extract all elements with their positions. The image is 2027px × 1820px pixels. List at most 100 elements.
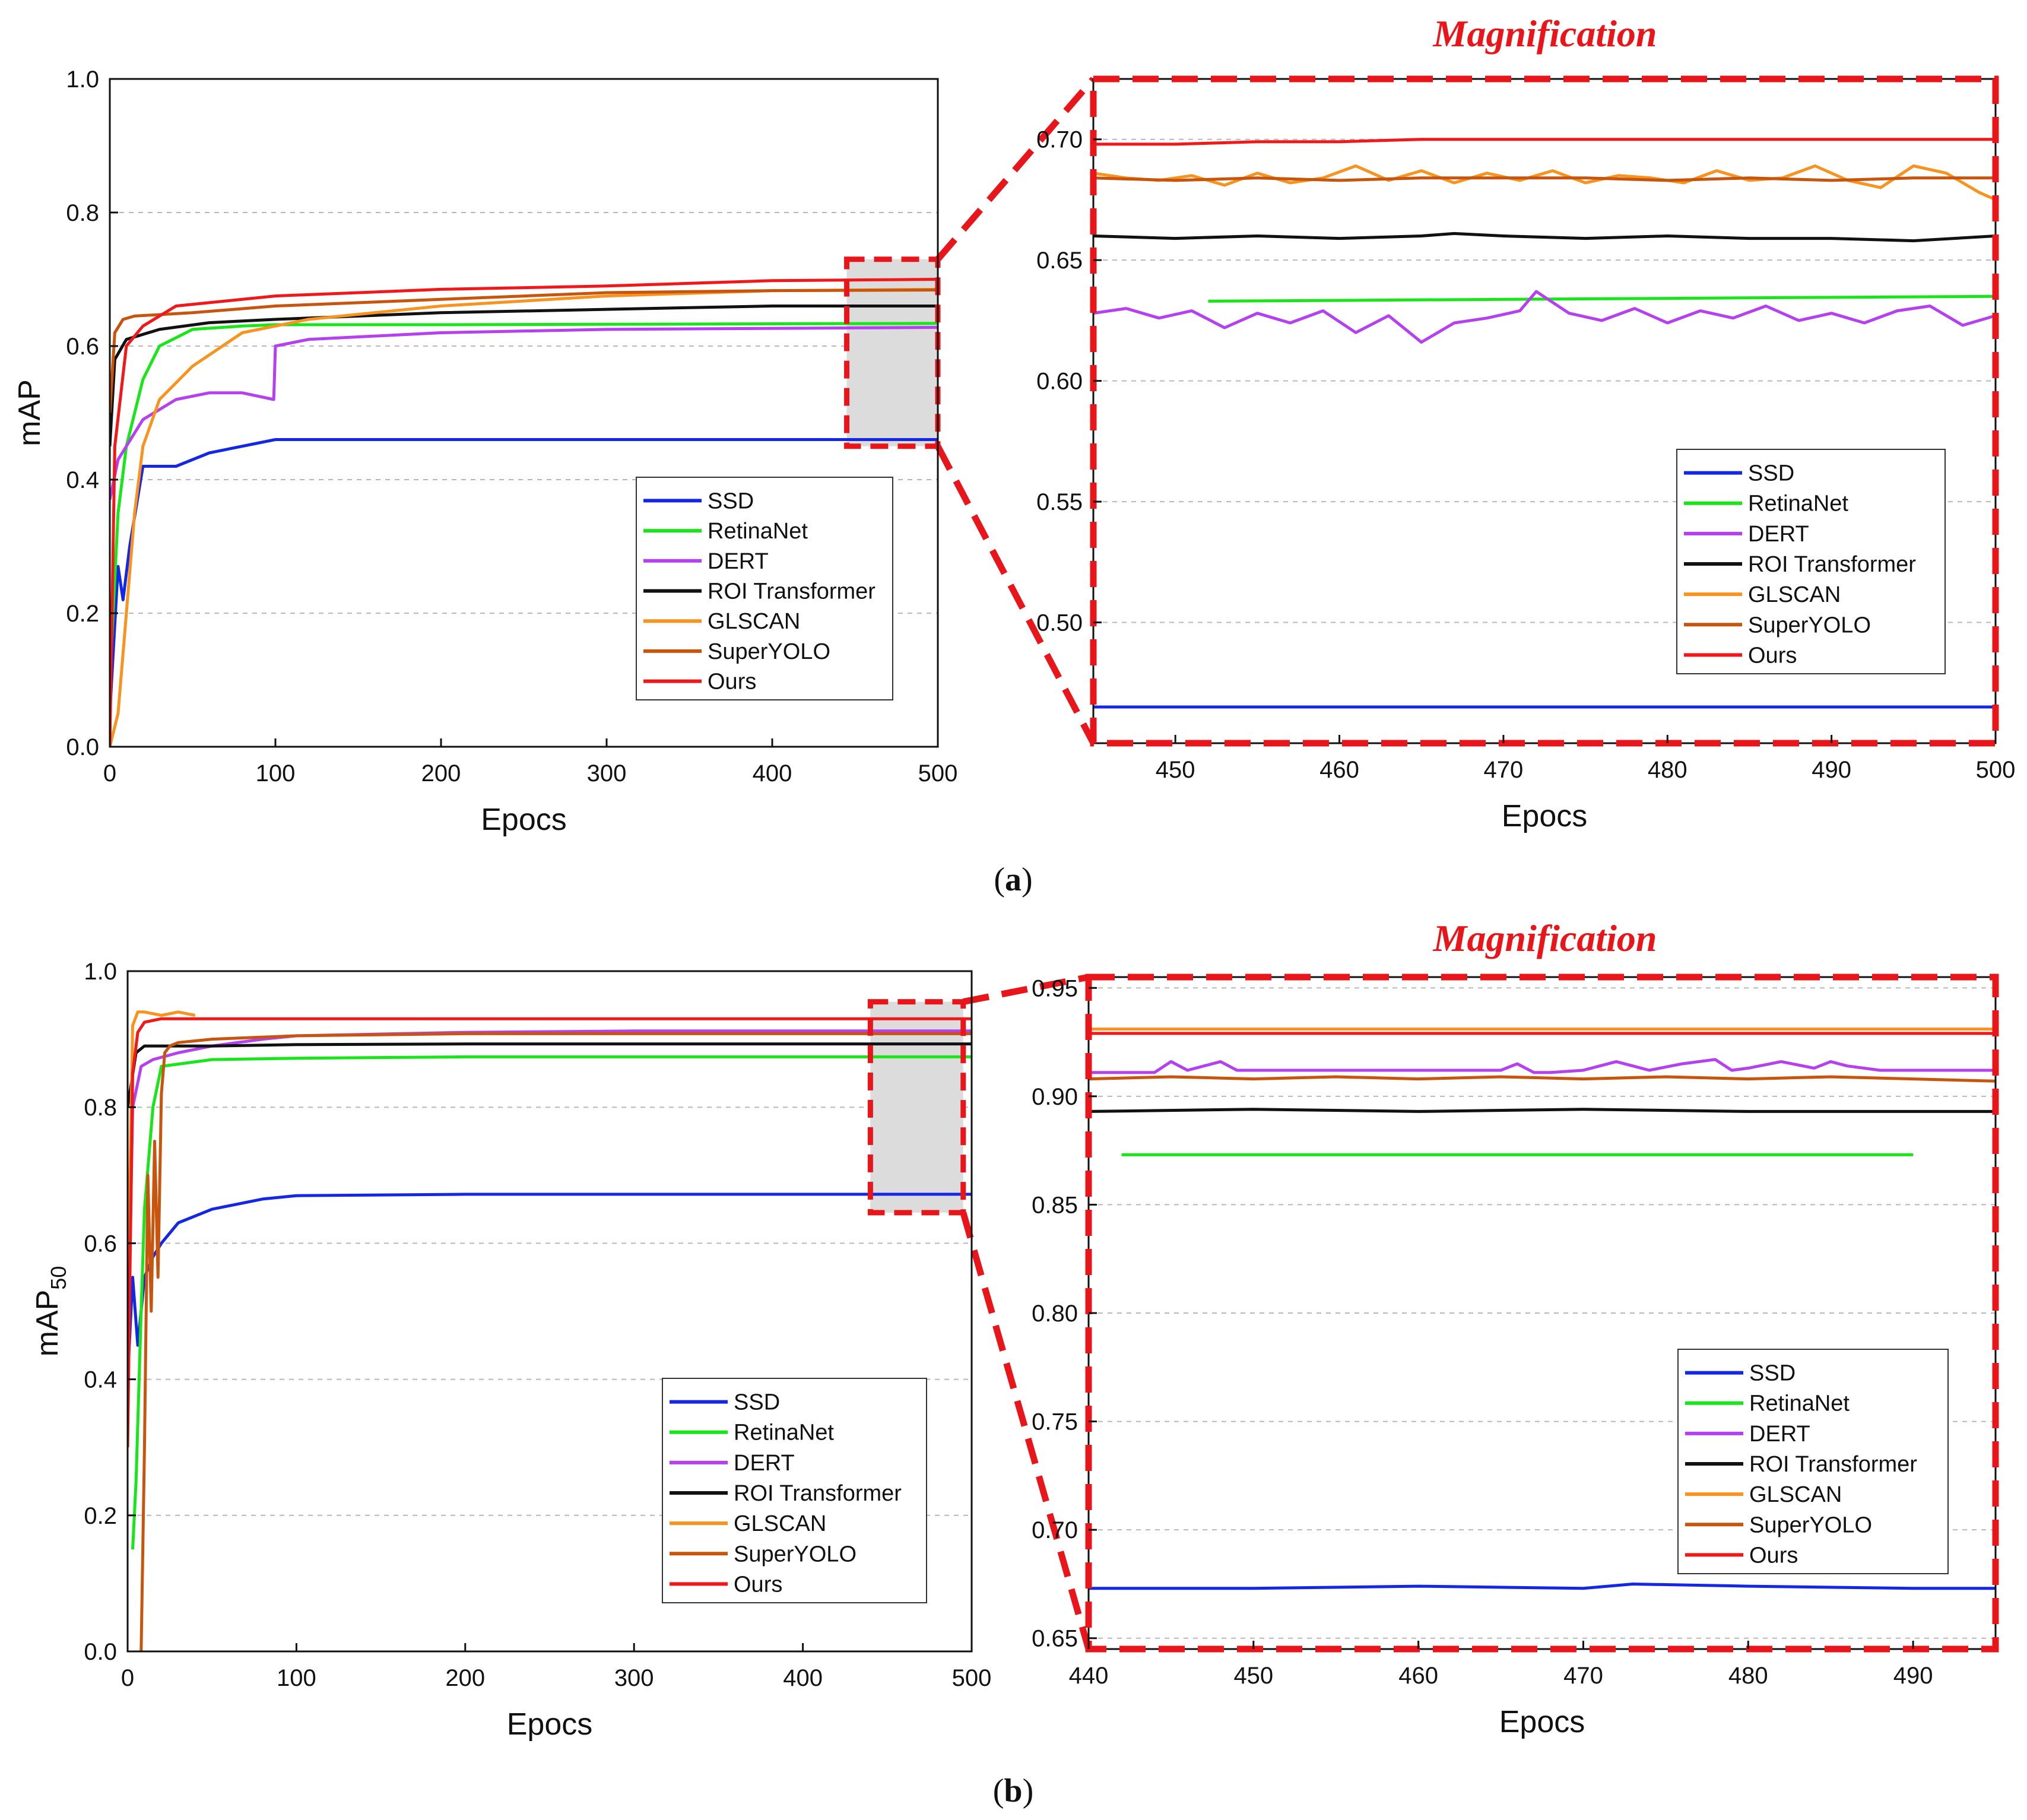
plot-frame <box>109 78 939 748</box>
y-tick-label: 0.8 <box>84 1095 117 1121</box>
panel-label-b: (b) <box>993 1773 1033 1809</box>
legend-label-glscan: GLSCAN <box>1749 1482 1842 1507</box>
y-axis-title-main: mAP <box>12 379 47 446</box>
series-line-roi-transformer <box>110 305 938 446</box>
magnification-title-a: Magnification <box>1433 12 1657 55</box>
zoom-highlight-region <box>870 1001 963 1213</box>
x-tick-label: 0 <box>121 1665 134 1691</box>
magnify-connector-a-top <box>935 77 1096 262</box>
y-tick-label: 0.65 <box>1036 248 1083 274</box>
x-tick-label: 500 <box>1976 757 2016 783</box>
x-tick-label: 500 <box>952 1665 992 1691</box>
y-tick-label: 0.60 <box>1036 369 1083 395</box>
magnify-connector-b-top <box>962 974 1090 1005</box>
legend-label-glscan: GLSCAN <box>1748 582 1841 607</box>
chart-a-main: 0 100 200 300 400 500 0.0 0.2 0.4 0.6 0.8 1.0 Epocs m… <box>12 66 957 837</box>
x-tick-label: 440 <box>1069 1663 1109 1689</box>
series-line-ssd <box>128 1193 972 1380</box>
magnification-title-b: Magnification <box>1433 917 1657 959</box>
y-tick-label: 0.8 <box>66 200 99 226</box>
series-line-glscan <box>110 287 938 747</box>
y-tick-label: 0.70 <box>1032 1517 1078 1543</box>
x-tick-label: 100 <box>256 760 296 787</box>
y-tick-label: 0.4 <box>66 467 99 493</box>
series-line-dert <box>110 326 938 500</box>
legend-label-roi-transformer: ROI Transformer <box>708 579 875 604</box>
series-line-retinanet <box>131 1055 972 1550</box>
y-tick-label: 0.50 <box>1036 610 1083 636</box>
legend-label-roi-transformer: ROI Transformer <box>734 1481 902 1506</box>
chart-b-main: 0 100 200 300 400 500 0.0 0.2 0.4 0.6 0.8 1.0 Epocs m… <box>30 959 991 1742</box>
series-line-retinanet <box>1208 294 1996 303</box>
chart-b-zoom: 440 450 460 470 480 490 0.65 0.70 0.75 0.80 0.85 0.… <box>1032 974 1999 1739</box>
legend-label-roi-transformer: ROI Transformer <box>1748 552 1916 577</box>
x-tick-label: 300 <box>614 1665 654 1691</box>
x-tick-label: 0 <box>103 760 116 787</box>
legend-label-ssd: SSD <box>1749 1361 1796 1386</box>
legend-label-retinanet: RetinaNet <box>1748 492 1848 516</box>
legend-label-ssd: SSD <box>734 1390 780 1415</box>
legend-label-dert: DERT <box>1748 522 1809 547</box>
x-tick-label: 460 <box>1319 757 1359 783</box>
series-line-superyolo <box>1089 1075 1996 1083</box>
zoom-highlight-outline <box>867 999 966 1216</box>
magnify-connector-a-bottom <box>935 445 1096 745</box>
series-line-dert <box>1089 1058 1996 1074</box>
y-axis-title-subscript: 50 <box>46 1266 71 1290</box>
legend-label-dert: DERT <box>708 549 769 574</box>
series-line-ssd <box>1089 1583 1996 1590</box>
y-axis-title: mAP <box>12 379 47 446</box>
legend-label-ssd: SSD <box>708 489 754 513</box>
x-tick-label: 200 <box>421 760 461 787</box>
series-line-ours <box>110 278 938 747</box>
y-tick-label: 0.2 <box>84 1503 117 1529</box>
x-tick-label: 400 <box>753 760 792 787</box>
legend-box <box>662 1378 927 1603</box>
x-tick-label: 200 <box>445 1665 485 1691</box>
legend-label-retinanet: RetinaNet <box>734 1421 834 1445</box>
legend-box <box>1677 1349 1949 1574</box>
legend-label-ours: Ours <box>1748 643 1797 668</box>
x-tick-label: 300 <box>587 760 627 787</box>
y-tick-label: 0.65 <box>1032 1626 1078 1652</box>
legend-label-ours: Ours <box>708 670 756 695</box>
legend-label-glscan: GLSCAN <box>734 1511 826 1536</box>
y-tick-label: 0.95 <box>1032 975 1078 1001</box>
y-tick-label: 0.90 <box>1032 1084 1078 1110</box>
legend-label-retinanet: RetinaNet <box>708 519 808 544</box>
y-tick-label: 0.2 <box>66 601 99 627</box>
y-tick-label: 0.0 <box>84 1639 117 1665</box>
x-tick-label: 450 <box>1233 1663 1273 1689</box>
x-tick-label: 500 <box>918 760 958 787</box>
series-line-superyolo <box>1093 176 1996 182</box>
y-axis-title: mAP50 <box>30 1266 71 1357</box>
y-tick-label: 0.6 <box>66 334 99 360</box>
legend-label-ssd: SSD <box>1748 461 1794 486</box>
series-line-superyolo <box>110 288 938 413</box>
series-group <box>110 278 938 747</box>
series-line-dert <box>128 1029 972 1380</box>
series-line-ssd <box>110 438 938 714</box>
series-line-ours <box>1093 138 1996 146</box>
y-tick-label: 0.4 <box>84 1367 117 1393</box>
x-tick-label: 470 <box>1563 1663 1603 1689</box>
series-line-dert <box>1093 290 1996 344</box>
x-tick-label: 480 <box>1728 1663 1768 1689</box>
x-tick-label: 460 <box>1398 1663 1438 1689</box>
series-group <box>1089 1028 1996 1590</box>
series-line-roi-transformer <box>1093 232 1996 243</box>
y-tick-label: 0.75 <box>1032 1409 1078 1435</box>
series-line-roi-transformer <box>1089 1108 1996 1113</box>
x-tick-label: 400 <box>783 1665 823 1691</box>
chart-a-zoom: 450 460 470 480 490 500 0.50 0.55 0.60 0.65 0.70 Ep… <box>1036 75 2016 833</box>
series-group <box>1093 138 1996 709</box>
magnify-frame <box>1090 75 1999 747</box>
x-axis-title: Epocs <box>507 1707 593 1742</box>
legend-box <box>1676 449 1946 674</box>
magnification-layer <box>935 77 1096 1650</box>
x-tick-label: 490 <box>1812 757 1851 783</box>
legend-label-superyolo: SuperYOLO <box>1748 613 1871 638</box>
x-tick-label: 480 <box>1648 757 1687 783</box>
series-line-glscan <box>1093 164 1996 201</box>
